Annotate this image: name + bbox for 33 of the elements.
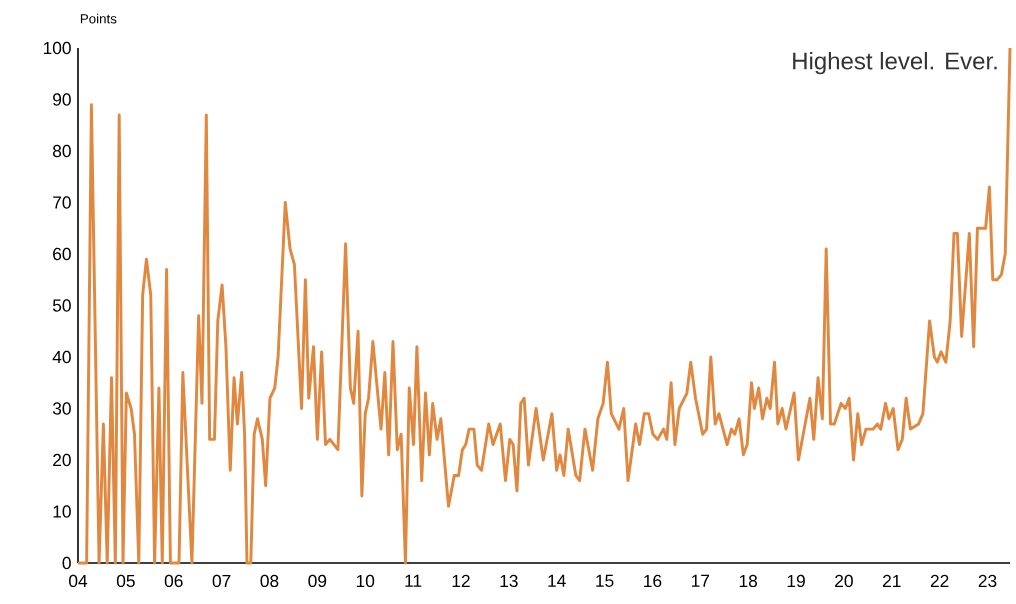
x-tick-label: 09 (308, 574, 327, 588)
annotation: Highest level. Ever. (793, 51, 997, 75)
y-axis-title: Points (80, 13, 117, 24)
y-tick-label: 60 (53, 247, 71, 261)
x-tick-label: 08 (260, 574, 279, 588)
x-tick-label: 07 (212, 574, 231, 588)
x-tick-label: 04 (69, 574, 88, 588)
x-tick-label: 23 (978, 574, 997, 588)
y-tick-label: 80 (52, 144, 71, 158)
x-tick-label: 16 (644, 574, 662, 588)
x-tick-label: 17 (691, 574, 710, 587)
y-tick-label: 100 (43, 41, 71, 55)
y-tick-label: 10 (53, 505, 71, 518)
x-tick-label: 05 (116, 574, 135, 588)
y-tick-label: 50 (52, 299, 71, 312)
y-tick-label: 30 (52, 402, 71, 415)
x-tick-label: 19 (787, 574, 805, 588)
y-tick-label: 0 (62, 556, 71, 570)
x-tick-label: 10 (356, 574, 375, 588)
y-tick-label: 40 (52, 350, 71, 364)
x-tick-label: 13 (500, 574, 518, 588)
x-tick-label: 06 (164, 574, 183, 588)
x-tick-label: 14 (548, 574, 566, 587)
x-tick-label: 22 (930, 574, 949, 587)
x-tick-label: 21 (883, 574, 901, 587)
x-tick-label: 15 (596, 574, 614, 587)
y-tick-label: 70 (53, 196, 71, 209)
x-tick-label: 12 (452, 574, 470, 587)
x-tick-label: 11 (405, 574, 422, 587)
x-tick-label: 20 (835, 574, 853, 588)
y-tick-label: 90 (53, 93, 71, 106)
y-tick-label: 20 (53, 453, 71, 467)
x-tick-label: 18 (739, 574, 758, 588)
